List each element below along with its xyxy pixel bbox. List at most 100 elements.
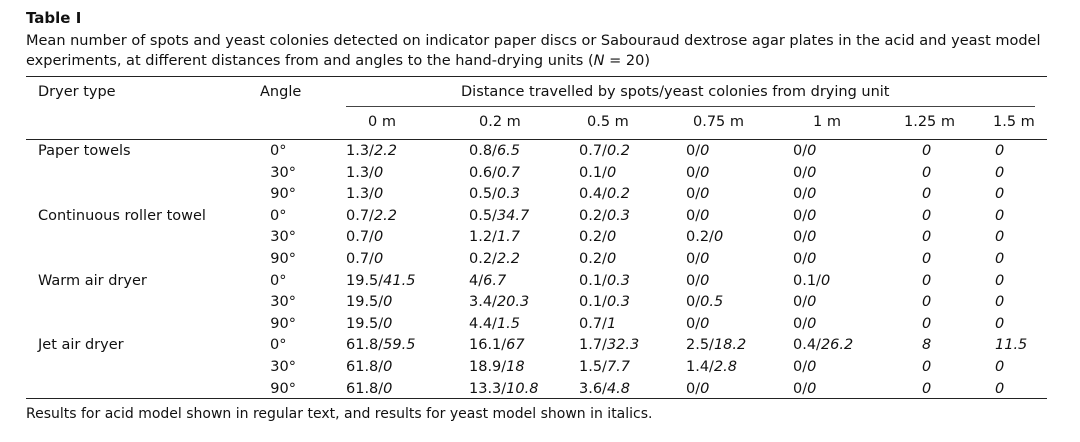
yeast-value: 2.2 [373,143,398,159]
yeast-value: 0 [807,315,817,332]
table-cell: 0/0 [686,250,709,268]
yeast-value: 0 [700,272,710,289]
angle-value: 90° [270,251,296,267]
yeast-value: 18.2 [713,337,747,354]
acid-value: 19.5/ [346,315,384,332]
table-cell: 2.5/18.2 [686,336,746,354]
table-cell: 0/0.5 [686,293,723,311]
acid-value: 3.4/ [469,294,497,311]
acid-value: 0/ [793,186,808,203]
yeast-value: 0 [713,229,724,246]
yeast-value: 0 [373,251,384,267]
table-cell: 1.5/7.7 [579,358,630,376]
acid-value: 0/ [793,229,808,246]
yeast-value: 0 [383,315,393,332]
angle-value: 90° [270,315,296,332]
acid-value: 19.5/ [346,294,384,311]
yeast-value: 0 [807,164,817,181]
yeast-value: 1 [606,315,617,332]
yeast-value: 0.3 [496,186,521,203]
acid-value: 0.2/ [686,229,714,246]
acid-value: 0/ [686,272,701,289]
table-cell: 11.5 [995,337,1028,354]
acid-value: 0.2/ [579,251,607,267]
table-cell: 61.8/59.5 [346,336,415,354]
acid-value: 1.4/ [686,359,714,375]
yeast-value: 0.2 [606,186,631,203]
table-cell: 0 [922,207,932,224]
yeast-value: 0 [807,207,817,224]
table-cell: 0 [995,164,1005,181]
acid-value: 16.1/ [469,337,507,354]
yeast-value: 0 [820,272,831,289]
table-cell: 0/0 [793,293,816,311]
table-cell: 16.1/67 [469,336,525,354]
acid-value: 2.5/ [686,337,714,354]
yeast-value: 0 [700,186,710,203]
table-cell: 0.5/34.7 [469,207,529,225]
acid-value: 0.6/ [469,164,497,181]
yeast-value: 0 [606,251,617,267]
acid-value: 0/ [793,251,808,267]
yeast-value: 0 [807,251,817,267]
table-cell: 0.1/0 [579,164,616,182]
yeast-value: 0 [383,380,393,397]
angle-value: 0° [270,337,287,354]
table-cell: 0/0 [793,142,816,160]
acid-value: 19.5/ [346,272,384,289]
yeast-value: 2.2 [496,251,521,267]
acid-value: 0/ [793,294,808,311]
yeast-value: 0 [373,229,384,246]
table-label: Table I [26,9,82,27]
table-cell: 0/0 [793,315,816,333]
table-cell: 0.6/0.7 [469,164,520,182]
table-cell: 0 [995,315,1005,332]
header-distance-group: Distance travelled by spots/yeast coloni… [461,84,890,100]
yeast-value: 0 [807,186,817,203]
dryer-type-label: Paper towels [38,143,131,159]
yeast-value: 0 [807,294,817,311]
distance-header: 0.5 m [587,114,629,130]
table-cell: 0.1/0.3 [579,293,630,311]
table-cell: 0 [995,294,1005,311]
table-cell: 0.7/0 [346,228,383,246]
caption-text: Mean number of spots and yeast colonies … [26,33,1041,69]
yeast-value: 0 [807,229,817,246]
table-cell: 0 [922,229,932,246]
distance-header: 0.2 m [479,114,521,130]
acid-value: 0.2/ [469,251,497,267]
table-cell: 0/0 [793,164,816,182]
yeast-value: 0 [700,164,710,181]
acid-value: 0.8/ [469,143,497,159]
header-dryer-type: Dryer type [38,84,116,100]
yeast-value: 10.8 [506,380,539,397]
dryer-type-label: Jet air dryer [38,337,124,354]
table-cell: 18.9/18 [469,358,525,376]
yeast-value: 0.3 [606,294,631,311]
yeast-value: 41.5 [383,272,416,289]
table-cell: 0.4/0.2 [579,185,630,203]
table-cell: 0 [995,359,1005,375]
table-caption: Mean number of spots and yeast colonies … [26,31,1066,71]
table-cell: 0/0 [686,207,709,225]
yeast-value: 0 [383,359,393,375]
table-cell: 1.3/2.2 [346,142,397,160]
yeast-value: 20.3 [496,294,530,311]
yeast-value: 0.7 [496,164,521,181]
table-cell: 0.7/0 [346,250,383,268]
table-cell: 0/0 [686,185,709,203]
acid-value: 0/ [793,143,808,159]
table-cell: 1.7/32.3 [579,336,639,354]
angle-value: 90° [270,380,296,397]
table-cell: 0 [995,207,1005,224]
caption-n-symbol: N [593,53,605,69]
table-cell: 0.7/1 [579,315,616,333]
table-cell: 0 [995,272,1005,289]
acid-value: 0/ [793,315,808,332]
yeast-value: 18 [506,359,525,375]
yeast-value: 0.5 [700,294,724,311]
yeast-value: 1.5 [496,315,521,332]
acid-value: 0.2/ [579,229,607,246]
yeast-value: 0 [807,359,817,375]
table-cell: 0 [922,315,932,332]
